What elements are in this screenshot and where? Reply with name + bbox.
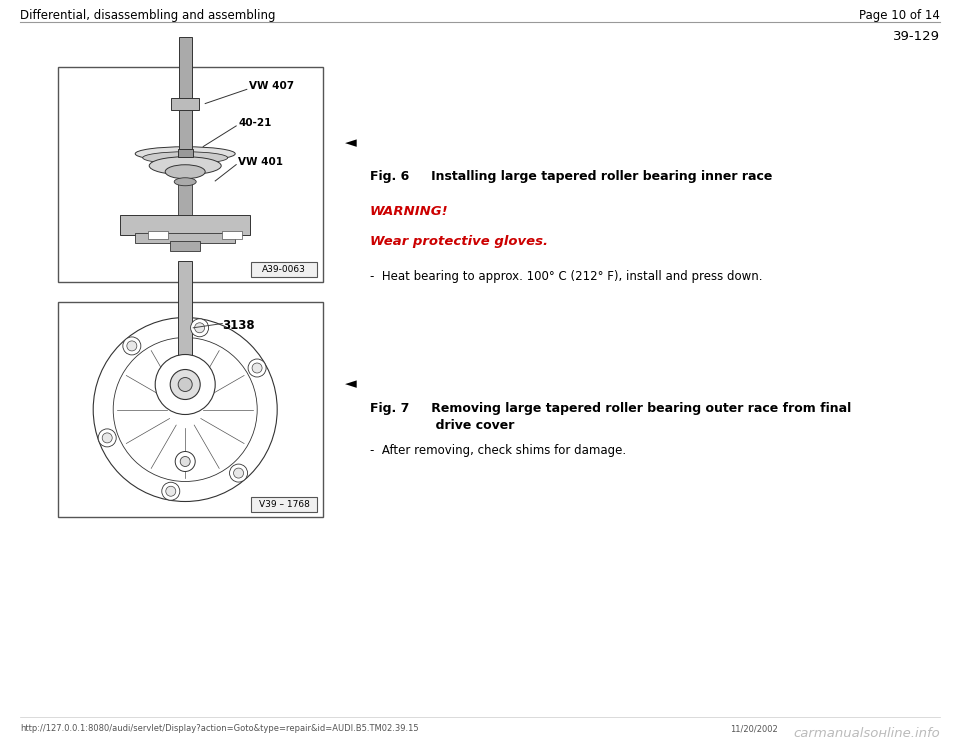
Bar [170, 241, 201, 252]
Text: 11/20/2002: 11/20/2002 [730, 724, 778, 733]
Ellipse shape [174, 178, 196, 186]
Text: 3138: 3138 [223, 319, 255, 332]
Bar [179, 261, 192, 379]
Bar [251, 497, 317, 512]
Text: ◄: ◄ [345, 135, 357, 150]
Circle shape [252, 363, 262, 373]
Circle shape [229, 464, 248, 482]
Text: 40-21: 40-21 [238, 118, 272, 128]
Text: carmanualsонline.info: carmanualsонline.info [793, 727, 940, 740]
Bar [58, 302, 323, 517]
Circle shape [102, 433, 112, 443]
Text: ◄: ◄ [345, 376, 357, 391]
Text: Page 10 of 14: Page 10 of 14 [859, 9, 940, 22]
Circle shape [180, 456, 190, 467]
Circle shape [175, 451, 195, 471]
Ellipse shape [143, 152, 228, 164]
Bar [135, 233, 235, 243]
Circle shape [191, 319, 208, 337]
Text: drive cover: drive cover [370, 419, 515, 432]
Text: http://127.0.0.1:8080/audi/servlet/Display?action=Goto&type=repair&id=AUDI.B5.TM: http://127.0.0.1:8080/audi/servlet/Displ… [20, 724, 419, 733]
Circle shape [248, 359, 266, 377]
Bar [178, 148, 193, 157]
Ellipse shape [149, 157, 221, 175]
Ellipse shape [135, 147, 235, 161]
Circle shape [156, 355, 215, 415]
Text: Fig. 6     Installing large tapered roller bearing inner race: Fig. 6 Installing large tapered roller b… [370, 170, 773, 183]
Circle shape [166, 486, 176, 496]
Text: Wear protective gloves.: Wear protective gloves. [370, 235, 548, 248]
Bar [148, 232, 168, 240]
Ellipse shape [165, 165, 205, 179]
Circle shape [170, 370, 201, 399]
Text: -  After removing, check shims for damage.: - After removing, check shims for damage… [370, 444, 626, 457]
Circle shape [98, 429, 116, 447]
Bar [251, 262, 317, 277]
Circle shape [93, 318, 277, 502]
Bar [58, 67, 323, 282]
Circle shape [195, 323, 204, 332]
Bar [171, 98, 200, 110]
Text: Differential, disassembling and assembling: Differential, disassembling and assembli… [20, 9, 276, 22]
Text: A39-0063: A39-0063 [262, 265, 306, 274]
Circle shape [233, 468, 244, 478]
Text: Fig. 7     Removing large tapered roller bearing outer race from final: Fig. 7 Removing large tapered roller bea… [370, 402, 852, 415]
Text: -  Heat bearing to approx. 100° C (212° F), install and press down.: - Heat bearing to approx. 100° C (212° F… [370, 270, 762, 283]
Circle shape [123, 337, 141, 355]
Text: 39-129: 39-129 [893, 30, 940, 43]
Bar [120, 215, 251, 235]
Bar [179, 37, 192, 148]
Circle shape [127, 341, 137, 351]
Bar [222, 232, 242, 240]
Circle shape [162, 482, 180, 500]
Text: VW 401: VW 401 [238, 157, 283, 167]
Text: V39 – 1768: V39 – 1768 [258, 500, 309, 509]
Circle shape [113, 338, 257, 482]
Bar [179, 171, 192, 223]
Text: VW 407: VW 407 [249, 82, 294, 91]
Circle shape [179, 378, 192, 392]
Text: WARNING!: WARNING! [370, 205, 448, 218]
